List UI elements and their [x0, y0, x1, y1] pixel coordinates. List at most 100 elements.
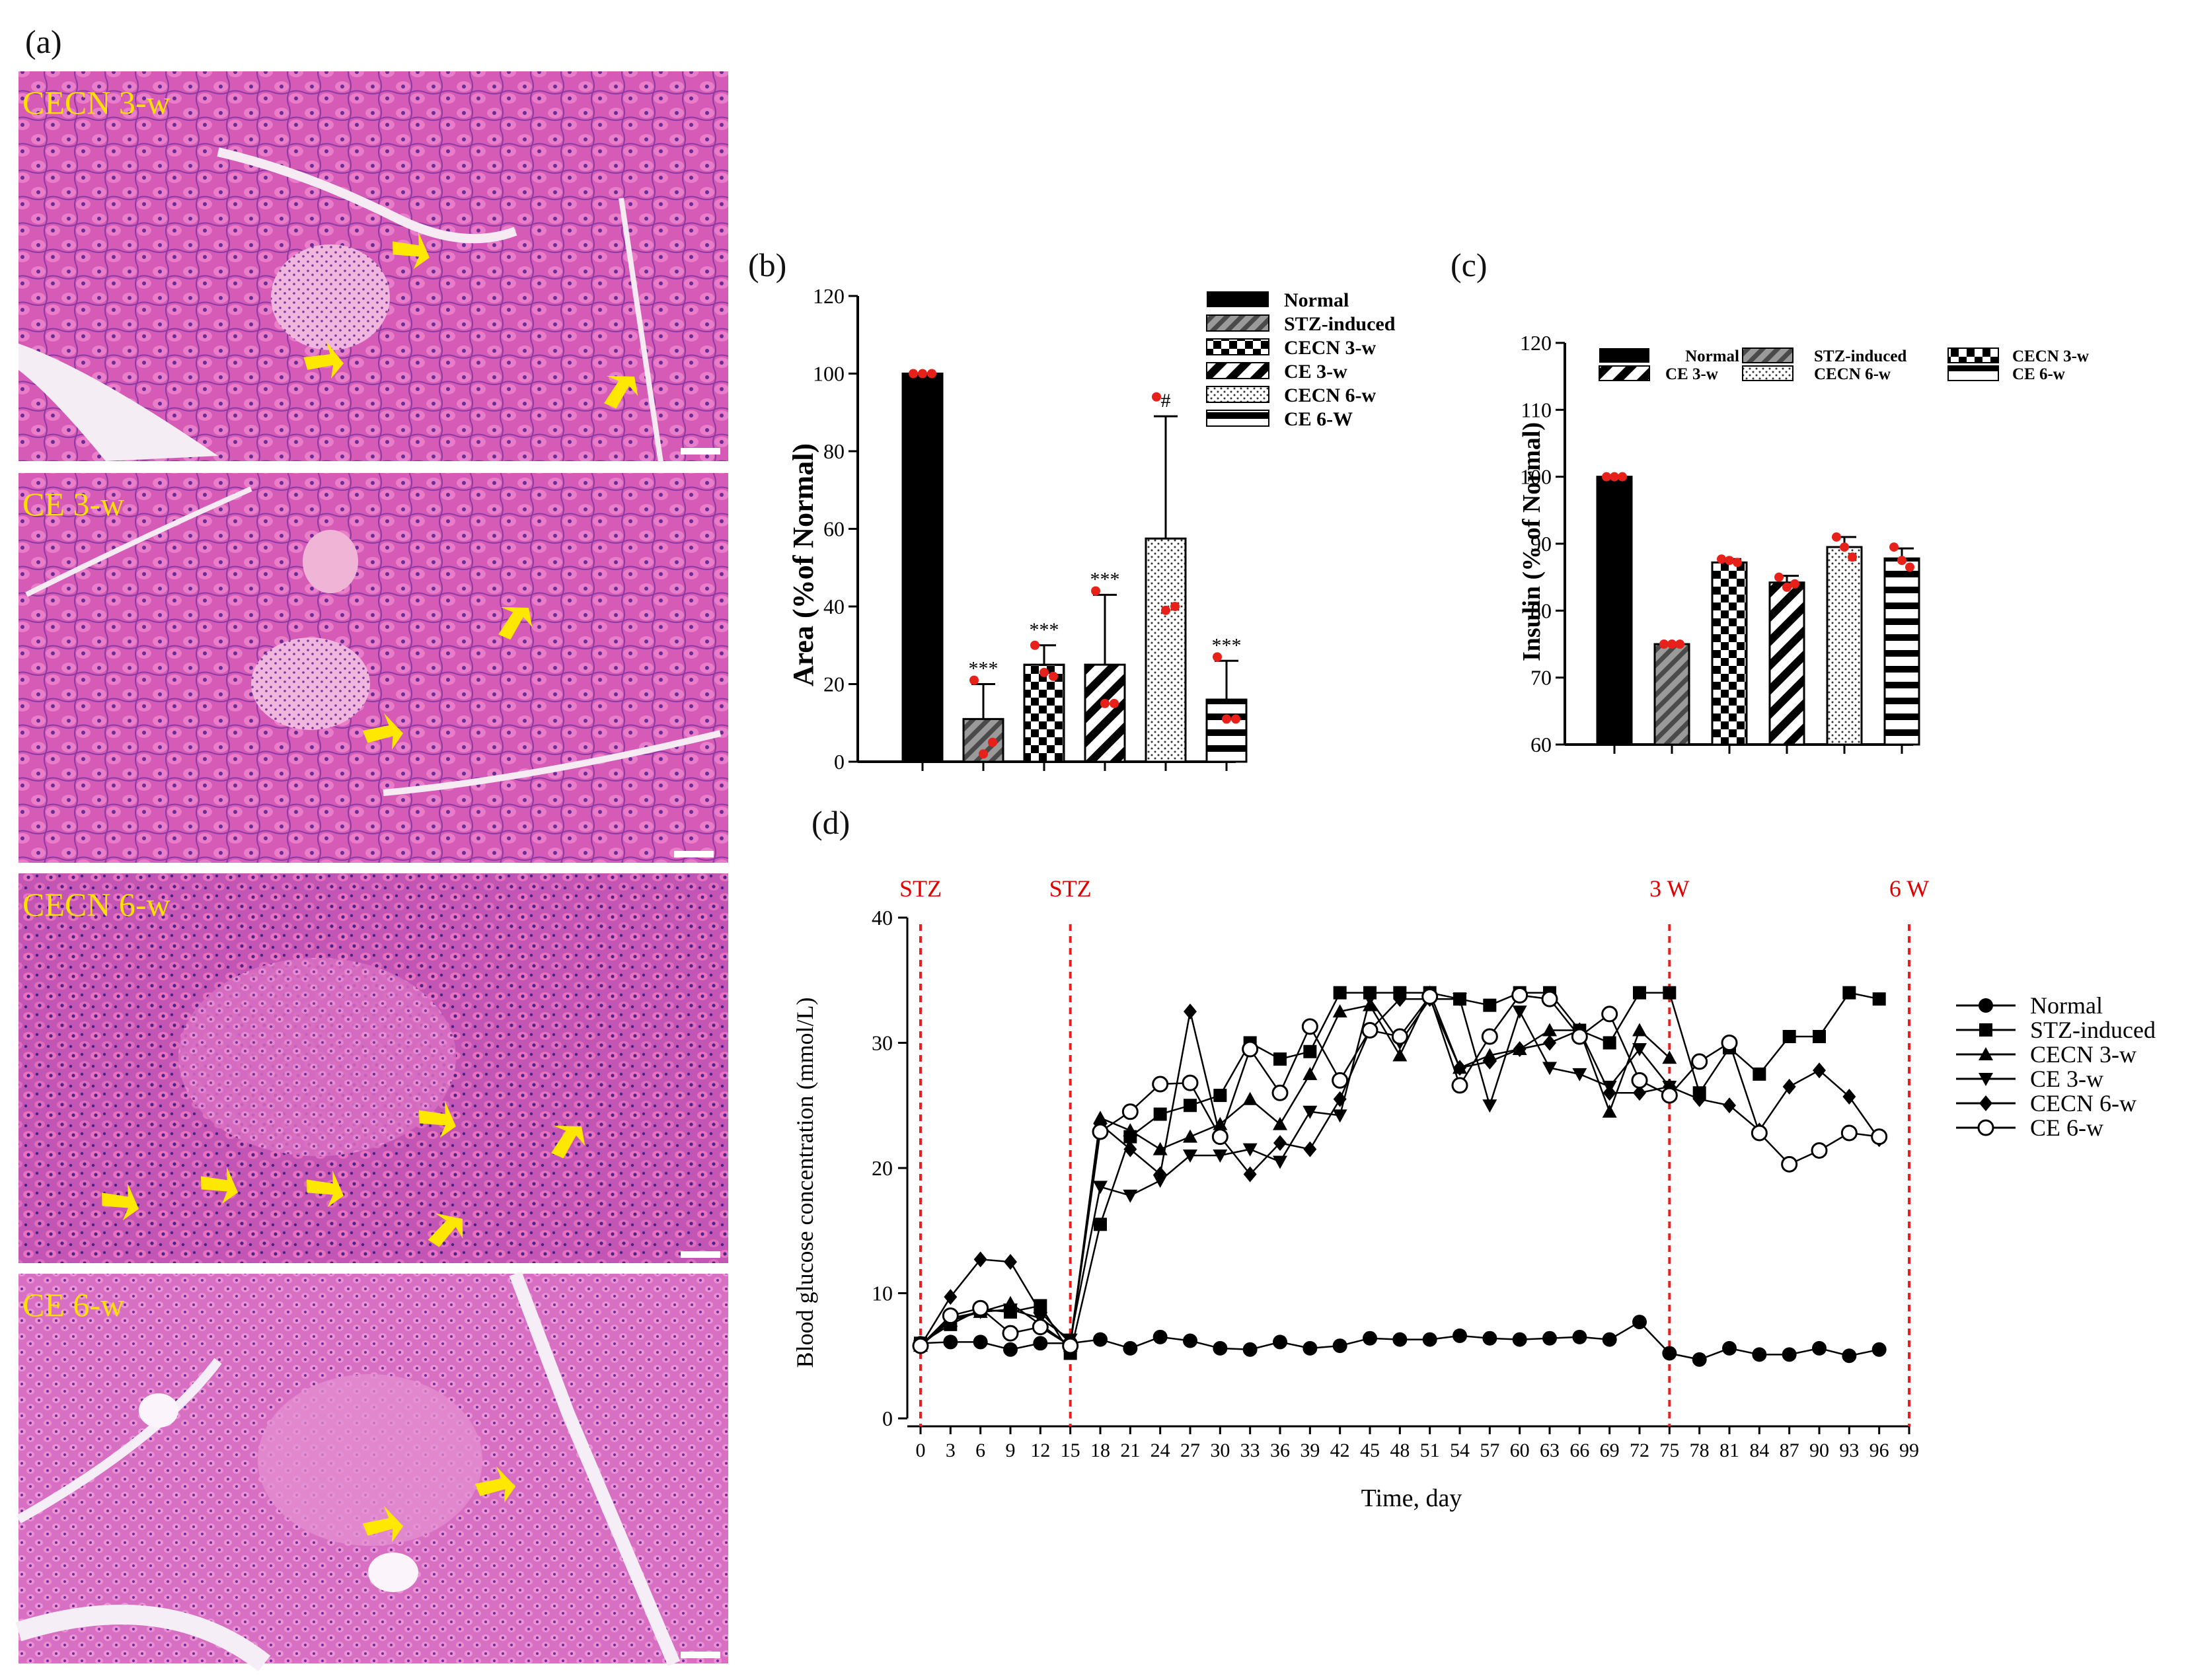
- data-point: [1273, 1116, 1287, 1130]
- chart-d-area: Blood glucose concentration (mmol/L) Tim…: [792, 875, 1929, 1512]
- series-ce-3-w: [913, 993, 1677, 1354]
- data-point: [988, 737, 997, 747]
- bar: [1826, 546, 1863, 746]
- series-cecn-3-w: [913, 985, 1677, 1352]
- data-point: [1213, 1089, 1227, 1103]
- data-point: [1152, 1076, 1169, 1093]
- data-point: [1602, 472, 1611, 482]
- x-tick-label: 42: [1330, 1440, 1350, 1461]
- data-point: [1717, 554, 1726, 564]
- chart-c-ylabel: Insulin (% of Normal): [1518, 422, 1546, 661]
- data-point: [1483, 998, 1497, 1012]
- data-point: [1632, 1042, 1647, 1056]
- chart-b-legend: Normal STZ-induced CECN 3-w CE 3-w CECN …: [1206, 289, 1396, 430]
- x-tick-label: 39: [1300, 1440, 1320, 1461]
- data-point: [1049, 671, 1058, 681]
- data-point: [909, 369, 918, 379]
- data-point: [1848, 552, 1857, 562]
- legend-label: CECN 3-w: [2030, 1041, 2136, 1068]
- x-tick-label: 9: [1006, 1440, 1016, 1461]
- data-point: [1094, 1218, 1107, 1231]
- data-point: [1091, 586, 1100, 596]
- data-point: [1152, 392, 1161, 402]
- chart-d-xlabel: Time, day: [1361, 1484, 1462, 1512]
- legend-label: CECN 6-w: [1284, 384, 1376, 406]
- data-point: [1602, 1104, 1617, 1118]
- bar: [1084, 663, 1126, 763]
- data-point: [1153, 1107, 1167, 1121]
- data-point: [1100, 698, 1110, 708]
- x-tick-label: 18: [1090, 1440, 1110, 1461]
- data-point: [1661, 1087, 1678, 1104]
- data-point: [1602, 1332, 1617, 1347]
- x-tick-label: 45: [1360, 1440, 1380, 1461]
- data-point: [1840, 1124, 1858, 1142]
- data-point: [1034, 1303, 1047, 1320]
- data-point: [1541, 990, 1558, 1007]
- data-point: [1633, 1085, 1646, 1101]
- series-normal: [913, 1315, 1887, 1367]
- data-point: [1482, 1099, 1497, 1113]
- data-point: [1153, 1166, 1167, 1183]
- data-point: [1422, 1332, 1437, 1347]
- data-point: [1391, 1028, 1408, 1045]
- event-label: STZ: [899, 875, 942, 902]
- data-point: [1123, 1340, 1138, 1356]
- y-tick-label: 100: [813, 362, 845, 386]
- data-point: [1231, 714, 1240, 724]
- legend-swatch: [1947, 347, 1999, 363]
- data-point: [1273, 1052, 1287, 1066]
- y-tick-label: 100: [1520, 465, 1552, 489]
- legend-label: Normal: [2030, 992, 2103, 1019]
- data-point: [1392, 1048, 1408, 1062]
- data-point: [1812, 1340, 1827, 1356]
- panel-d-label: (d): [812, 804, 850, 841]
- x-tick-label: 15: [1061, 1440, 1080, 1461]
- x-tick-label: 21: [1120, 1440, 1140, 1461]
- data-point: [1721, 1035, 1738, 1051]
- micrograph-label: CE 6-w: [22, 1286, 124, 1323]
- data-point: [1301, 1018, 1318, 1035]
- y-tick-label: 70: [1530, 666, 1552, 690]
- data-point: [1453, 1060, 1466, 1076]
- data-point: [1121, 1103, 1139, 1120]
- series-line: [920, 997, 1671, 1347]
- legend-swatch: [1599, 348, 1649, 363]
- data-point: [1811, 1142, 1828, 1159]
- legend-swatch: [1207, 291, 1269, 307]
- data-point: [1363, 993, 1377, 1007]
- data-point: [1092, 1123, 1109, 1140]
- legend-swatch: [1206, 362, 1269, 379]
- data-point: [1905, 562, 1914, 572]
- data-point: [1897, 556, 1907, 566]
- data-point: [1303, 1066, 1318, 1080]
- bar: [1768, 581, 1805, 746]
- x-tick-label: 0: [916, 1440, 926, 1461]
- data-point: [1692, 1352, 1707, 1367]
- y-tick-label: 90: [1530, 532, 1552, 556]
- data-point: [1363, 1331, 1377, 1346]
- legend-label: STZ-induced: [1284, 313, 1396, 335]
- x-tick-label: 66: [1569, 1440, 1589, 1461]
- legend-label: CE 3-w: [2030, 1066, 2103, 1092]
- chart-c-area: Insulin (% of Normal) Normal STZ-induced…: [1518, 331, 2089, 756]
- y-tick-label: 20: [872, 1156, 893, 1180]
- x-tick-label: 99: [1899, 1440, 1919, 1461]
- x-tick-label: 78: [1690, 1440, 1710, 1461]
- legend-label: Normal: [1284, 289, 1349, 311]
- data-point: [1751, 1124, 1768, 1142]
- x-tick-label: 90: [1809, 1440, 1829, 1461]
- data-point: [1572, 1329, 1587, 1344]
- data-point: [1123, 1141, 1137, 1157]
- data-point: [1842, 1348, 1857, 1364]
- data-point: [973, 1334, 988, 1350]
- bar: [1596, 476, 1633, 746]
- y-tick-label: 20: [823, 673, 845, 696]
- data-point: [1333, 986, 1347, 1000]
- data-point: [1393, 991, 1407, 1007]
- panel-b-label: (b): [748, 246, 786, 283]
- panel-a-label: (a): [25, 23, 62, 60]
- bar: [901, 373, 944, 763]
- chart-d-ylabel: Blood glucose concentration (mmol/L): [792, 998, 818, 1368]
- y-tick-label: 40: [823, 595, 845, 618]
